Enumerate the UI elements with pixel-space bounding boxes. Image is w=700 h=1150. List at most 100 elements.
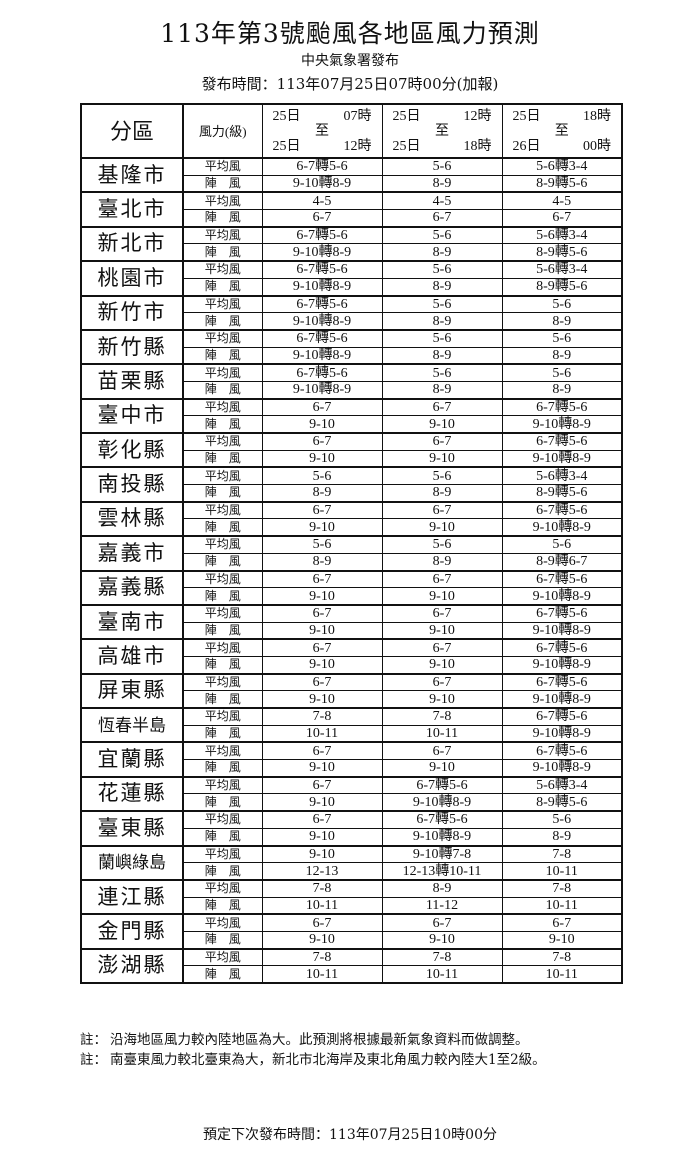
- gust-label: 陣 風: [182, 965, 263, 985]
- gust-value: 8-9轉5-6: [501, 243, 623, 263]
- gust-value: 9-10: [261, 793, 383, 813]
- header-period: 25日 07時至 25日 12時: [261, 103, 383, 159]
- header-kind: 風力(級): [182, 103, 263, 159]
- average-wind-value: 5-6: [381, 226, 503, 245]
- note-text: 南臺東風力較北臺東為大，新北市北海岸及東北角風力較內陸大1至2級。: [110, 1052, 546, 1068]
- to-hour: 12時: [343, 138, 372, 154]
- table-row-gust: 陣 風 9-10轉8-9 8-9 8-9: [81, 380, 623, 400]
- gust-value: 9-10: [381, 930, 503, 950]
- period-to-label: 至: [554, 123, 569, 139]
- gust-value: 9-10: [381, 518, 503, 538]
- average-wind-value: 4-5: [501, 191, 623, 211]
- average-wind-value: 6-7: [261, 913, 383, 932]
- table-row-gust: 陣 風 12-13 12-13轉10-11 10-11: [81, 862, 623, 881]
- gust-value: 8-9: [381, 243, 503, 263]
- average-wind-label: 平均風: [182, 604, 263, 623]
- gust-label: 陣 風: [182, 896, 263, 916]
- average-wind-value: 5-6: [261, 466, 383, 486]
- average-wind-value: 6-7轉5-6: [501, 432, 623, 451]
- gust-value: 8-9: [501, 380, 623, 400]
- average-wind-value: 6-7轉5-6: [261, 329, 383, 348]
- average-wind-label: 平均風: [182, 948, 263, 967]
- gust-value: 10-11: [381, 724, 503, 744]
- average-wind-value: 6-7: [261, 638, 383, 657]
- gust-value: 9-10轉8-9: [501, 724, 623, 744]
- period-to-label: 至: [315, 123, 329, 139]
- region-name: 嘉義縣: [80, 569, 184, 606]
- table-row-average: 雲林縣 平均風 6-7 6-7 6-7轉5-6: [80, 501, 623, 538]
- region-name: 嘉義市: [80, 535, 184, 572]
- average-wind-value: 7-8: [261, 948, 383, 967]
- average-wind-value: 4-5: [381, 191, 503, 211]
- gust-label: 陣 風: [182, 793, 263, 813]
- table-row-gust: 陣 風 9-10 9-10 9-10: [81, 930, 623, 950]
- average-wind-value: 7-8: [501, 844, 623, 864]
- table-row-average: 蘭嶼綠島 平均風 9-10 9-10轉7-8 7-8: [80, 844, 623, 881]
- gust-value: 8-9: [501, 312, 623, 331]
- gust-value: 8-9: [261, 552, 383, 572]
- gust-value: 9-10轉8-9: [261, 243, 383, 263]
- average-wind-value: 6-7轉5-6: [261, 294, 383, 314]
- table-row-gust: 陣 風 10-11 10-11 10-11: [81, 965, 623, 985]
- gust-value: 8-9: [381, 380, 503, 400]
- document-title: 113年第3號颱風各地區風力預測: [160, 19, 540, 48]
- gust-value: 9-10: [261, 655, 383, 675]
- gust-label: 陣 風: [182, 518, 263, 538]
- region-name: 臺南市: [80, 604, 184, 641]
- average-wind-value: 6-7: [381, 638, 503, 657]
- average-wind-label: 平均風: [182, 741, 263, 761]
- note: 註： 沿海地區風力較內陸地區為大。此預測將根據最新氣象資料而做調整。: [80, 1030, 690, 1050]
- table-row-gust: 陣 風 9-10 9-10 9-10轉8-9: [81, 518, 623, 538]
- average-wind-value: 7-8: [261, 707, 383, 726]
- average-wind-value: 6-7轉5-6: [501, 707, 623, 726]
- gust-value: 8-9轉5-6: [501, 277, 623, 297]
- gust-label: 陣 風: [182, 312, 263, 331]
- average-wind-value: 6-7轉5-6: [501, 673, 623, 692]
- table-row-average: 臺東縣 平均風 6-7 6-7轉5-6 5-6: [80, 810, 623, 847]
- gust-label: 陣 風: [182, 243, 263, 263]
- gust-value: 10-11: [501, 862, 623, 881]
- average-wind-value: 6-7轉5-6: [381, 810, 503, 829]
- table-row-average: 金門縣 平均風 6-7 6-7 6-7: [80, 913, 623, 950]
- table-row-gust: 陣 風 8-9 8-9 8-9轉6-7: [81, 552, 623, 572]
- average-wind-value: 6-7: [381, 741, 503, 761]
- gust-value: 9-10: [261, 759, 383, 778]
- average-wind-value: 6-7轉5-6: [501, 741, 623, 761]
- from-hour: 18時: [583, 108, 611, 124]
- table-row-average: 高雄市 平均風 6-7 6-7 6-7轉5-6: [80, 638, 623, 675]
- average-wind-value: 6-7: [261, 776, 383, 795]
- average-wind-value: 5-6: [261, 535, 383, 554]
- average-wind-value: 5-6: [381, 329, 503, 348]
- average-wind-value: 6-7: [261, 810, 383, 829]
- average-wind-label: 平均風: [182, 432, 263, 451]
- average-wind-value: 6-7: [381, 432, 503, 451]
- to-day: 26日: [512, 138, 541, 154]
- gust-value: 9-10: [261, 518, 383, 538]
- gust-value: 10-11: [381, 965, 503, 985]
- table-row-average: 彰化縣 平均風 6-7 6-7 6-7轉5-6: [80, 432, 623, 469]
- table-row-average: 苗栗縣 平均風 6-7轉5-6 5-6 5-6: [80, 363, 623, 400]
- table-header: 分區 風力(級) 25日 07時至 25日 12時 25日 12時至 25日 18時 25日…: [80, 103, 623, 159]
- gust-value: 9-10: [261, 930, 383, 950]
- table-row-average: 新北市 平均風 6-7轉5-6 5-6 5-6轉3-4: [80, 226, 623, 263]
- average-wind-label: 平均風: [182, 844, 263, 864]
- average-wind-label: 平均風: [182, 776, 263, 795]
- gust-value: 9-10轉8-9: [381, 827, 503, 847]
- gust-label: 陣 風: [182, 346, 263, 366]
- average-wind-value: 6-7: [381, 913, 503, 932]
- average-wind-value: 5-6轉3-4: [501, 776, 623, 795]
- table-row-gust: 陣 風 9-10 9-10 9-10轉8-9: [81, 655, 623, 675]
- gust-value: 9-10轉8-9: [501, 759, 623, 778]
- region-name: 臺中市: [80, 398, 184, 435]
- gust-label: 陣 風: [182, 415, 263, 435]
- gust-label: 陣 風: [182, 930, 263, 950]
- gust-value: 8-9轉6-7: [501, 552, 623, 572]
- gust-value: 9-10轉8-9: [381, 793, 503, 813]
- gust-value: 6-7: [261, 209, 383, 228]
- period-to: 26日 00時: [503, 139, 622, 154]
- gust-value: 9-10轉8-9: [261, 174, 383, 194]
- average-wind-value: 5-6: [381, 260, 503, 279]
- average-wind-label: 平均風: [182, 191, 263, 211]
- region-name: 苗栗縣: [80, 363, 184, 400]
- gust-label: 陣 風: [182, 655, 263, 675]
